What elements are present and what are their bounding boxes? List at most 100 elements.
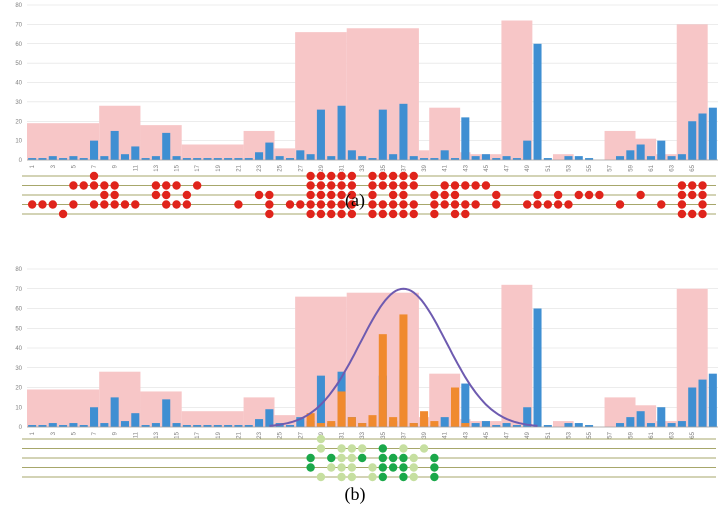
x-tick-label: 33 <box>360 164 366 171</box>
marker-dot <box>337 463 346 472</box>
x-tick-label: 3 <box>51 164 57 168</box>
x-tick-label: 25 <box>278 164 284 171</box>
marker-dot <box>347 190 357 200</box>
x-tick-label: 43 <box>463 431 469 438</box>
marker-dot <box>399 463 408 472</box>
x-tick-label: 3 <box>51 431 57 435</box>
bar <box>523 140 532 160</box>
bar <box>182 425 191 427</box>
highlight-bar <box>347 417 356 427</box>
marker-dot <box>337 200 346 209</box>
y-tick-label: 80 <box>15 3 22 9</box>
bar <box>244 425 253 427</box>
bar <box>440 150 449 160</box>
bar <box>667 423 676 427</box>
marker-dot <box>69 181 78 190</box>
bar <box>203 425 212 427</box>
marker-dot <box>430 463 439 472</box>
bar <box>420 158 429 160</box>
bar <box>523 407 532 427</box>
marker-dot <box>409 200 418 209</box>
marker-dot <box>533 190 542 200</box>
bar <box>120 421 129 427</box>
marker-dot <box>316 190 326 200</box>
marker-dot <box>316 472 326 482</box>
highlight-bar <box>358 423 367 427</box>
highlight-bar <box>368 415 377 427</box>
marker-dot <box>337 472 346 482</box>
marker-dot <box>481 181 491 190</box>
bar <box>409 156 418 160</box>
marker-dot <box>172 181 181 190</box>
marker-dot <box>347 209 357 219</box>
bar <box>59 158 68 160</box>
envelope-rect <box>501 284 533 427</box>
x-tick-label: 31 <box>340 164 346 171</box>
x-tick-label: 41 <box>443 431 449 438</box>
marker-dot <box>378 444 388 453</box>
x-tick-label: 53 <box>566 164 572 171</box>
marker-dot <box>316 444 326 453</box>
marker-dot <box>306 209 315 219</box>
y-tick-label: 0 <box>19 425 23 431</box>
marker-dot <box>347 171 357 181</box>
bar <box>574 423 583 427</box>
marker-dot <box>378 463 388 472</box>
marker-dot <box>89 200 99 209</box>
bar <box>378 109 387 160</box>
marker-dot <box>450 181 460 190</box>
marker-dot <box>89 171 99 181</box>
marker-dot <box>327 200 336 209</box>
marker-dot <box>409 463 418 472</box>
envelope-rect <box>274 148 296 160</box>
marker-dot <box>192 181 202 190</box>
x-tick-label: 11 <box>133 431 139 438</box>
bar <box>502 423 511 427</box>
y-tick-label: 60 <box>15 307 22 313</box>
marker-dot <box>450 190 460 200</box>
x-tick-label: 61 <box>649 431 655 438</box>
bar <box>698 113 707 160</box>
marker-dot <box>378 453 388 463</box>
bar <box>564 156 573 160</box>
x-tick-label: 17 <box>195 431 201 438</box>
marker-dot <box>182 200 192 209</box>
marker-dot <box>698 200 707 209</box>
marker-dot <box>327 209 336 219</box>
x-tick-label: 49 <box>525 431 531 438</box>
marker-dot <box>677 190 687 200</box>
bar <box>646 423 655 427</box>
x-tick-label: 51 <box>546 164 552 171</box>
marker-dot <box>688 209 697 219</box>
bar <box>162 399 171 427</box>
bar <box>471 423 480 427</box>
x-tick-label: 7 <box>92 164 98 168</box>
marker-dot <box>337 190 346 200</box>
bar <box>358 156 367 160</box>
marker-dot <box>409 472 418 482</box>
marker-dot <box>162 190 171 200</box>
x-tick-label: 35 <box>381 431 387 438</box>
bar <box>90 140 99 160</box>
x-tick-label: 59 <box>628 164 634 171</box>
marker-dot <box>595 190 604 200</box>
marker-dot <box>27 200 37 209</box>
marker-dot <box>409 453 418 463</box>
bar <box>162 132 171 160</box>
bar <box>502 156 511 160</box>
bar <box>316 109 325 160</box>
x-tick-label: 13 <box>154 431 160 438</box>
y-tick-label: 70 <box>15 287 22 293</box>
bar <box>347 150 356 160</box>
marker-dot <box>368 190 377 200</box>
x-tick-label: 39 <box>422 164 428 171</box>
marker-dot <box>306 190 315 200</box>
envelope-rect <box>552 421 574 427</box>
marker-dot <box>543 200 553 209</box>
bar <box>585 425 594 427</box>
envelope-rect <box>140 125 182 160</box>
bar <box>543 425 552 427</box>
bar <box>657 140 666 160</box>
